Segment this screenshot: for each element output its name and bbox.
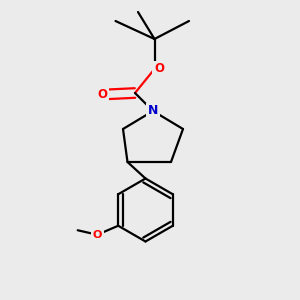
Text: O: O (97, 88, 107, 101)
Text: O: O (154, 62, 164, 76)
Text: O: O (92, 230, 102, 240)
Text: N: N (148, 104, 158, 118)
